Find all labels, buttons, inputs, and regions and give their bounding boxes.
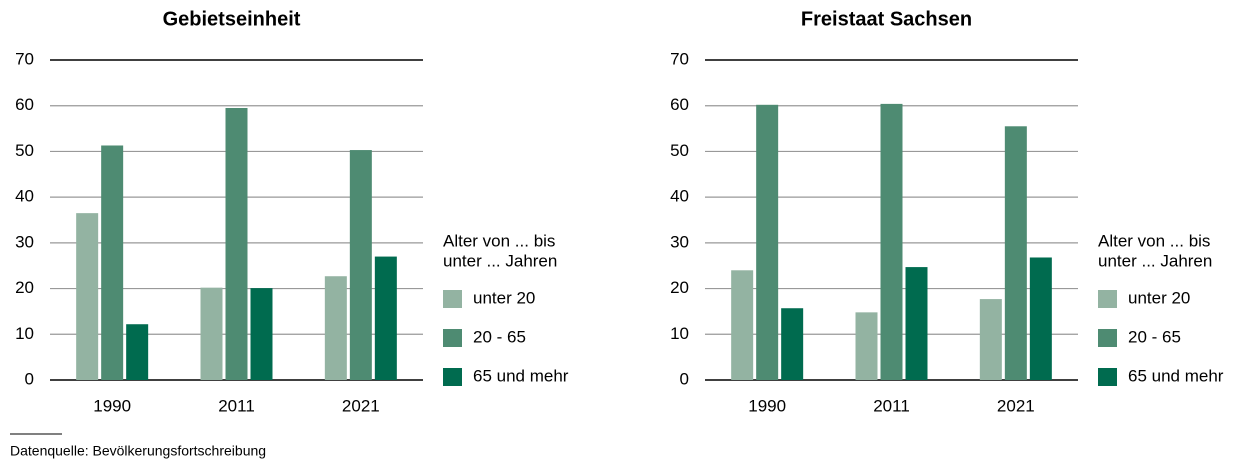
x-tick-label: 2011 [873, 396, 910, 415]
y-tick-label: 10 [670, 324, 689, 343]
bar [880, 103, 903, 380]
y-tick-label: 30 [15, 232, 34, 251]
bar [324, 276, 347, 380]
chart-title: Gebietseinheit [163, 8, 301, 30]
bar [374, 256, 397, 380]
y-tick-label: 0 [25, 369, 34, 388]
legend-label: 65 und mehr [1128, 366, 1224, 385]
bar [250, 288, 273, 380]
bar [200, 287, 223, 380]
bar [731, 270, 754, 380]
y-tick-label: 40 [15, 187, 34, 206]
legend-title: unter ... Jahren [1098, 251, 1212, 270]
bar [905, 267, 928, 380]
bar [1029, 257, 1052, 380]
bar [855, 312, 878, 380]
legend-label: unter 20 [473, 288, 535, 307]
y-tick-label: 50 [670, 141, 689, 160]
legend-swatch [1098, 368, 1117, 386]
y-tick-label: 20 [15, 278, 34, 297]
legend-swatch [1098, 329, 1117, 347]
legend-swatch [443, 368, 462, 386]
x-tick-label: 1990 [748, 396, 786, 415]
x-tick-label: 1990 [93, 396, 131, 415]
y-tick-label: 10 [15, 324, 34, 343]
legend-title: unter ... Jahren [443, 251, 557, 270]
y-tick-label: 30 [670, 232, 689, 251]
y-tick-label: 60 [670, 95, 689, 114]
y-tick-label: 60 [15, 95, 34, 114]
bar [126, 324, 149, 380]
bar [781, 308, 804, 380]
chart-title: Freistaat Sachsen [801, 8, 972, 30]
legend-label: 20 - 65 [1128, 327, 1181, 346]
y-tick-label: 50 [15, 141, 34, 160]
bar [225, 108, 248, 380]
y-tick-label: 70 [15, 49, 34, 68]
x-tick-label: 2021 [997, 396, 1035, 415]
legend-swatch [1098, 290, 1117, 308]
bar [349, 150, 372, 380]
y-tick-label: 40 [670, 187, 689, 206]
bar [76, 213, 99, 380]
legend-title: Alter von ... bis [443, 231, 555, 250]
legend-label: unter 20 [1128, 288, 1190, 307]
x-tick-label: 2021 [342, 396, 380, 415]
y-tick-label: 0 [680, 369, 689, 388]
legend-swatch [443, 290, 462, 308]
legend-title: Alter von ... bis [1098, 231, 1210, 250]
bar [1004, 126, 1027, 381]
legend-label: 20 - 65 [473, 327, 526, 346]
x-tick-label: 2011 [218, 396, 255, 415]
legend-label: 65 und mehr [473, 366, 569, 385]
y-tick-label: 20 [670, 278, 689, 297]
bar [979, 299, 1002, 380]
legend-swatch [443, 329, 462, 347]
bar [756, 104, 779, 381]
y-tick-label: 70 [670, 49, 689, 68]
bar [101, 145, 124, 380]
source-note: Datenquelle: Bevölkerungsfortschreibung [10, 443, 266, 459]
